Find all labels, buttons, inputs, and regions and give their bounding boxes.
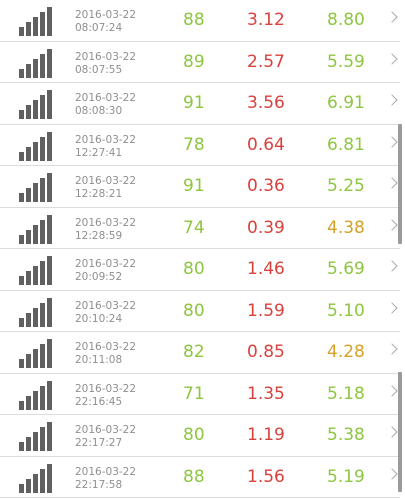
value-2: 1.19 [247,425,285,445]
signal-bars-icon [19,256,53,285]
row-date: 2016-03-22 [75,175,137,187]
row-date: 2016-03-22 [75,341,137,353]
row-date: 2016-03-22 [75,216,137,229]
value-1: 88 [183,466,205,487]
row-date: 2016-03-22 [75,258,137,270]
value-2: 1.35 [247,383,285,404]
row-date: 2016-03-22 [75,382,137,395]
signal-bars-icon [19,48,53,78]
scrollbar-thumb[interactable] [398,372,402,492]
signal-bars-icon [19,339,53,368]
value-2: 1.59 [247,300,285,321]
value-2: 0.85 [247,342,285,362]
value-3: 5.10 [327,300,365,321]
chevron-right-icon[interactable] [386,384,398,397]
row-time: 08:07:24 [75,22,123,34]
value-3: 5.59 [327,51,365,72]
chevron-right-icon[interactable] [386,94,398,106]
row-time: 08:07:55 [75,63,123,76]
value-2: 0.39 [247,217,285,238]
signal-bars-icon [19,463,53,493]
value-3: 5.25 [327,176,365,196]
list-item[interactable]: 2016-03-22 12:27:41 78 0.64 6.81 [0,125,400,166]
value-3: 4.28 [327,342,365,362]
row-time: 22:16:45 [75,395,123,408]
value-1: 80 [183,259,205,279]
value-1: 74 [183,217,205,238]
list-item[interactable]: 2016-03-22 20:11:08 82 0.85 4.28 [0,332,400,374]
value-3: 6.91 [327,93,365,113]
value-2: 1.46 [247,259,285,279]
row-date: 2016-03-22 [75,424,137,436]
row-time: 12:28:21 [75,188,123,200]
signal-bars-icon [19,422,53,451]
scrollbar-thumb[interactable] [398,124,402,244]
value-1: 91 [183,176,205,196]
value-1: 78 [183,134,205,155]
value-3: 8.80 [327,10,365,30]
value-3: 4.38 [327,217,365,238]
list-item[interactable]: 2016-03-22 20:10:24 80 1.59 5.10 [0,291,400,332]
value-1: 89 [183,51,205,72]
row-date: 2016-03-22 [75,9,137,21]
value-2: 2.57 [247,51,285,72]
value-2: 3.56 [247,93,285,113]
value-2: 0.64 [247,134,285,155]
row-time: 20:09:52 [75,271,123,283]
row-date: 2016-03-22 [75,465,137,478]
chevron-right-icon[interactable] [386,218,398,231]
value-2: 3.12 [247,10,285,30]
list-item[interactable]: 2016-03-22 08:08:30 91 3.56 6.91 [0,83,400,125]
list-item[interactable]: 2016-03-22 20:09:52 80 1.46 5.69 [0,249,400,291]
chevron-right-icon[interactable] [386,426,398,438]
value-3: 5.18 [327,383,365,404]
value-3: 5.38 [327,425,365,445]
chevron-right-icon[interactable] [386,343,398,355]
row-date: 2016-03-22 [75,133,137,146]
row-time: 20:11:08 [75,354,123,366]
row-date: 2016-03-22 [75,50,137,63]
chevron-right-icon[interactable] [386,301,398,314]
value-3: 6.81 [327,134,365,155]
row-time: 22:17:27 [75,437,123,449]
chevron-right-icon[interactable] [386,52,398,65]
signal-bars-icon [19,7,53,36]
list-item[interactable]: 2016-03-22 22:16:45 71 1.35 5.18 [0,374,400,415]
signal-bars-icon [19,297,53,327]
signal-bars-icon [19,131,53,161]
list-item[interactable]: 2016-03-22 12:28:21 91 0.36 5.25 [0,166,400,208]
value-3: 5.19 [327,466,365,487]
value-1: 71 [183,383,205,404]
value-1: 80 [183,425,205,445]
signal-bars-icon [19,173,53,202]
chevron-right-icon[interactable] [386,135,398,148]
row-time: 12:27:41 [75,146,123,159]
value-2: 0.36 [247,176,285,196]
signal-bars-icon [19,380,53,410]
list-item[interactable]: 2016-03-22 22:17:58 88 1.56 5.19 [0,457,400,498]
row-time: 08:08:30 [75,105,123,117]
value-3: 5.69 [327,259,365,279]
chevron-right-icon[interactable] [386,260,398,272]
value-1: 82 [183,342,205,362]
list-item[interactable]: 2016-03-22 22:17:27 80 1.19 5.38 [0,415,400,457]
row-date: 2016-03-22 [75,299,137,312]
value-2: 1.56 [247,466,285,487]
value-1: 88 [183,10,205,30]
chevron-right-icon[interactable] [386,177,398,189]
chevron-right-icon[interactable] [386,11,398,23]
list-item[interactable]: 2016-03-22 08:07:55 89 2.57 5.59 [0,42,400,83]
list-item[interactable]: 2016-03-22 12:28:59 74 0.39 4.38 [0,208,400,249]
row-time: 22:17:58 [75,478,123,491]
row-date: 2016-03-22 [75,92,137,104]
value-1: 91 [183,93,205,113]
row-time: 12:28:59 [75,229,123,242]
list-item[interactable]: 2016-03-22 08:07:24 88 3.12 8.80 [0,0,400,42]
row-time: 20:10:24 [75,312,123,325]
signal-bars-icon [19,90,53,119]
value-1: 80 [183,300,205,321]
signal-bars-icon [19,214,53,244]
chevron-right-icon[interactable] [386,467,398,480]
